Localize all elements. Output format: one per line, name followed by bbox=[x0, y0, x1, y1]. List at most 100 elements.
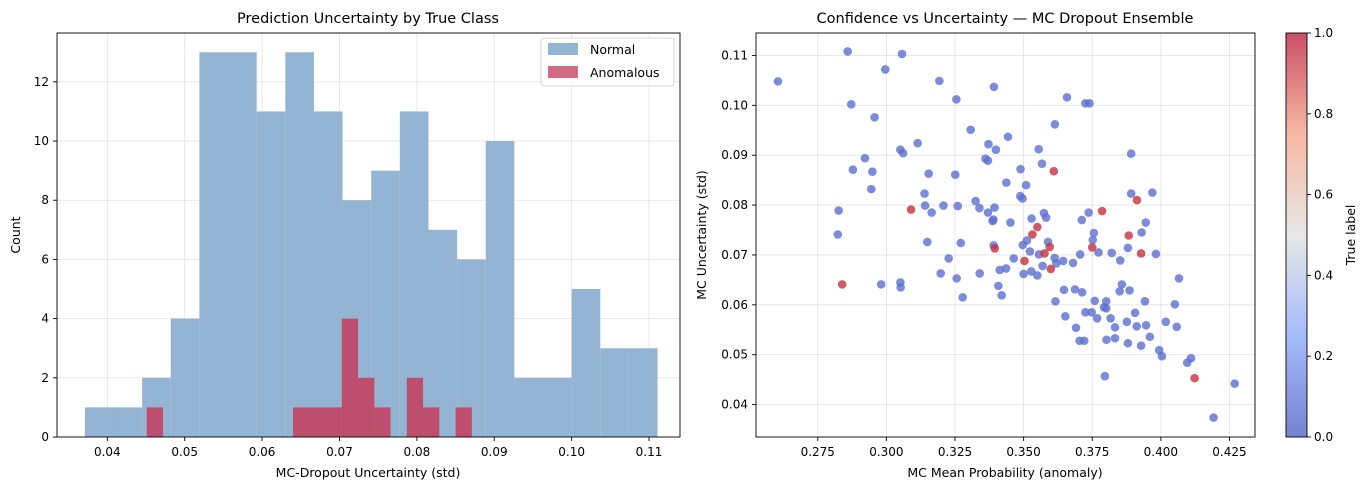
histogram-bar-anomalous bbox=[341, 318, 359, 437]
scatter-x-tick-label: 0.425 bbox=[1212, 445, 1246, 459]
colorbar-ticks: 0.0 0.2 0.4 0.6 0.8 1.0 bbox=[1307, 26, 1333, 444]
scatter-point-label-0 bbox=[866, 184, 876, 194]
histogram-bars bbox=[84, 52, 658, 437]
histogram-x-tick-label: 0.09 bbox=[481, 445, 508, 459]
histogram-bar-anomalous bbox=[423, 407, 440, 437]
histogram-bar-normal bbox=[170, 318, 200, 437]
scatter-point-label-0 bbox=[1115, 287, 1124, 296]
histogram-bar-normal bbox=[543, 377, 572, 437]
scatter-point-label-0 bbox=[1019, 269, 1028, 279]
scatter-point-label-0 bbox=[1018, 194, 1027, 203]
colorbar-tick-label: 0.4 bbox=[1314, 268, 1333, 282]
scatter-point-label-0 bbox=[952, 95, 961, 104]
scatter-point-label-0 bbox=[1006, 218, 1015, 227]
histogram-bar-normal bbox=[199, 52, 229, 437]
scatter-point-label-0 bbox=[1081, 308, 1090, 317]
scatter-point-label-0 bbox=[1170, 300, 1180, 309]
scatter-point-label-0 bbox=[868, 167, 877, 176]
histogram-bar-anomalous bbox=[325, 407, 342, 437]
scatter-point-label-0 bbox=[971, 196, 980, 206]
scatter-point-label-0 bbox=[876, 280, 886, 289]
scatter-point-label-0 bbox=[846, 100, 856, 109]
legend-label-anomalous: Anomalous bbox=[590, 65, 660, 80]
scatter-point-label-0 bbox=[1090, 296, 1100, 306]
histogram-y-tick-label: 2 bbox=[41, 371, 49, 385]
scatter-point-label-0 bbox=[1115, 256, 1125, 265]
scatter-point-label-0 bbox=[1061, 311, 1070, 321]
histogram-bar-anomalous bbox=[293, 407, 310, 437]
scatter-point-label-0 bbox=[1230, 379, 1239, 388]
scatter-point-label-1 bbox=[1045, 242, 1054, 252]
scatter-point-label-0 bbox=[1025, 247, 1035, 256]
histogram-bar-normal bbox=[600, 348, 629, 437]
scatter-point-label-0 bbox=[1102, 335, 1111, 345]
histogram-y-ticks: 0 2 4 6 8 10 12 bbox=[34, 75, 57, 444]
histogram-x-tick-label: 0.04 bbox=[94, 445, 121, 459]
colorbar-tick-label: 1.0 bbox=[1314, 26, 1333, 40]
legend-swatch-anomalous bbox=[548, 66, 578, 78]
scatter-point-label-0 bbox=[1130, 308, 1140, 318]
scatter-point-label-0 bbox=[1051, 297, 1060, 306]
scatter-points bbox=[773, 47, 1239, 422]
scatter-point-label-1 bbox=[1040, 249, 1049, 258]
scatter-point-label-0 bbox=[843, 47, 852, 56]
histogram-y-tick-label: 6 bbox=[41, 252, 49, 266]
scatter-point-label-0 bbox=[1126, 189, 1136, 198]
scatter-point-label-0 bbox=[1016, 164, 1025, 174]
scatter-point-label-0 bbox=[1003, 132, 1013, 142]
scatter-y-tick-label: 0.09 bbox=[721, 148, 748, 162]
scatter-point-label-0 bbox=[1107, 248, 1117, 258]
scatter-point-label-0 bbox=[870, 112, 879, 122]
scatter-point-label-0 bbox=[1071, 323, 1081, 333]
histogram-y-tick-label: 4 bbox=[41, 312, 49, 326]
scatter-point-label-0 bbox=[1037, 159, 1047, 168]
scatter-point-label-0 bbox=[1051, 259, 1061, 268]
histogram-bar-normal bbox=[514, 377, 544, 437]
histogram-bar-anomalous bbox=[455, 407, 472, 437]
scatter-x-ticks: 0.275 0.300 0.325 0.350 0.375 0.400 0.425 bbox=[801, 437, 1247, 459]
scatter-frame bbox=[755, 32, 1256, 438]
scatter-point-label-0 bbox=[1161, 317, 1171, 327]
scatter-x-tick-label: 0.400 bbox=[1144, 445, 1178, 459]
scatter-point-label-0 bbox=[1068, 258, 1078, 268]
scatter-point-label-0 bbox=[1075, 250, 1085, 259]
scatter-point-label-0 bbox=[1094, 248, 1103, 257]
scatter-point-label-0 bbox=[1062, 93, 1072, 102]
histogram-bar-normal bbox=[371, 170, 400, 437]
scatter-point-label-0 bbox=[952, 274, 961, 283]
scatter-point-label-0 bbox=[834, 206, 843, 215]
scatter-point-label-0 bbox=[1172, 322, 1182, 332]
histogram-bar-normal bbox=[285, 52, 314, 437]
histogram-bar-normal bbox=[571, 289, 601, 437]
scatter-point-label-1 bbox=[1020, 256, 1029, 266]
scatter-point-label-1 bbox=[1087, 243, 1097, 252]
scatter-point-label-0 bbox=[898, 148, 908, 158]
histogram-frame bbox=[56, 32, 681, 438]
histogram-x-tick-label: 0.06 bbox=[249, 445, 276, 459]
scatter-point-label-0 bbox=[1033, 271, 1042, 280]
scatter-point-label-0 bbox=[1001, 264, 1011, 273]
scatter-point-label-0 bbox=[1123, 338, 1133, 348]
scatter-point-label-0 bbox=[1125, 286, 1134, 295]
colorbar-tick-label: 0.2 bbox=[1314, 349, 1333, 363]
scatter-y-tick-label: 0.10 bbox=[721, 98, 748, 112]
scatter-y-tick-label: 0.06 bbox=[721, 298, 748, 312]
scatter-x-axis-label: MC Mean Probability (anomaly) bbox=[907, 465, 1102, 480]
histogram-bar-normal bbox=[628, 348, 658, 437]
histogram-x-tick-label: 0.07 bbox=[326, 445, 353, 459]
scatter-point-label-0 bbox=[1101, 304, 1111, 313]
histogram-y-tick-label: 10 bbox=[34, 134, 49, 148]
scatter-point-label-0 bbox=[1089, 228, 1099, 238]
histogram-y-tick-label: 8 bbox=[41, 193, 49, 207]
scatter-point-label-0 bbox=[1022, 236, 1032, 245]
scatter-point-label-0 bbox=[1088, 235, 1098, 245]
histogram-bar-normal bbox=[313, 111, 343, 437]
scatter-point-label-0 bbox=[984, 139, 993, 149]
histogram-bar-anomalous bbox=[146, 407, 164, 437]
scatter-point-label-0 bbox=[1110, 333, 1120, 343]
scatter-point-label-0 bbox=[956, 238, 966, 248]
scatter-point-label-0 bbox=[927, 208, 936, 217]
scatter-point-label-0 bbox=[1087, 308, 1096, 317]
scatter-x-tick-label: 0.350 bbox=[1006, 445, 1040, 459]
